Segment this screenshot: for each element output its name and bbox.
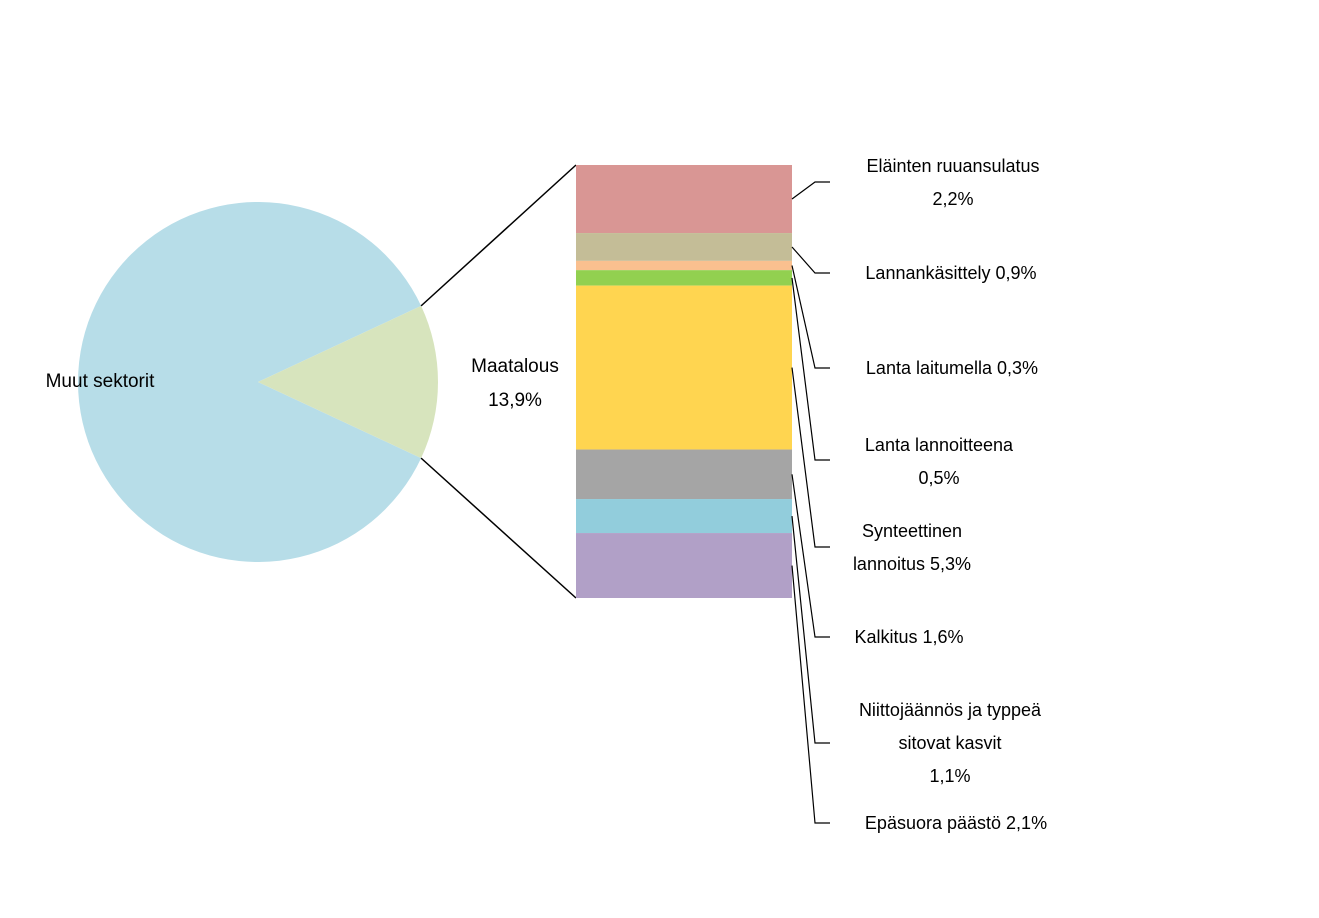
pie-label: Muut sektorit <box>46 371 155 392</box>
leader-line <box>791 474 830 638</box>
leader-line <box>791 246 830 274</box>
bar-category: Synteettinen lannoitus <box>852 521 963 574</box>
bar-label: Niittojäännös ja typpeä sitovat kasvit 1… <box>855 694 1045 793</box>
leader-line <box>791 181 830 200</box>
bar-segment <box>576 449 792 500</box>
bar-segment <box>576 233 792 261</box>
pie-slice <box>258 305 439 459</box>
bar-category: Lannankäsittely <box>865 263 991 283</box>
bar-segment <box>576 285 792 450</box>
bar-value-label: 2,2% <box>932 189 974 209</box>
bar-segment <box>576 270 792 286</box>
leader-line <box>791 515 830 744</box>
bar-segment <box>576 533 792 598</box>
bar-value-label: 2,1% <box>1006 813 1048 833</box>
bar-value-label: 0,5% <box>918 468 960 488</box>
leader-line <box>791 367 830 548</box>
connector <box>420 457 577 599</box>
bar-category: Eläinten ruuansulatus <box>866 156 1040 176</box>
bar-label: Synteettinen lannoitus 5,3% <box>827 515 997 581</box>
bar-segment <box>576 165 792 234</box>
pie-label: Maatalous <box>471 356 559 377</box>
bar-label: Lannankäsittely 0,9% <box>821 257 1081 290</box>
bar-segment <box>576 499 792 534</box>
bar-category: Epäsuora päästö <box>864 813 1002 833</box>
bar-label: Lanta laitumella 0,3% <box>822 352 1082 385</box>
pie-slice <box>78 202 422 563</box>
leader-line <box>791 265 830 369</box>
leader-line <box>791 565 830 824</box>
bar-value-label: 0,9% <box>995 263 1037 283</box>
pie-value-label: 13,9% <box>488 390 542 411</box>
bar-value-label: 0,3% <box>997 358 1039 378</box>
bar-category: Lanta lannoitteena <box>864 435 1014 455</box>
bar-label: Kalkitus 1,6% <box>779 621 1039 654</box>
bar-value-label: 1,6% <box>922 627 964 647</box>
bar-category: Niittojäännös ja typpeä sitovat kasvit <box>858 700 1042 753</box>
bar-label: Eläinten ruuansulatus 2,2% <box>823 150 1083 216</box>
connector <box>420 164 577 307</box>
bar-category: Lanta laitumella <box>865 358 993 378</box>
leader-line <box>791 277 830 461</box>
bar-value-label: 5,3% <box>930 554 972 574</box>
bar-label: Lanta lannoitteena 0,5% <box>819 429 1059 495</box>
bar-label: Epäsuora päästö 2,1% <box>821 807 1091 840</box>
bar-segment <box>576 260 792 271</box>
bar-value-label: 1,1% <box>929 766 971 786</box>
bar-category: Kalkitus <box>854 627 918 647</box>
